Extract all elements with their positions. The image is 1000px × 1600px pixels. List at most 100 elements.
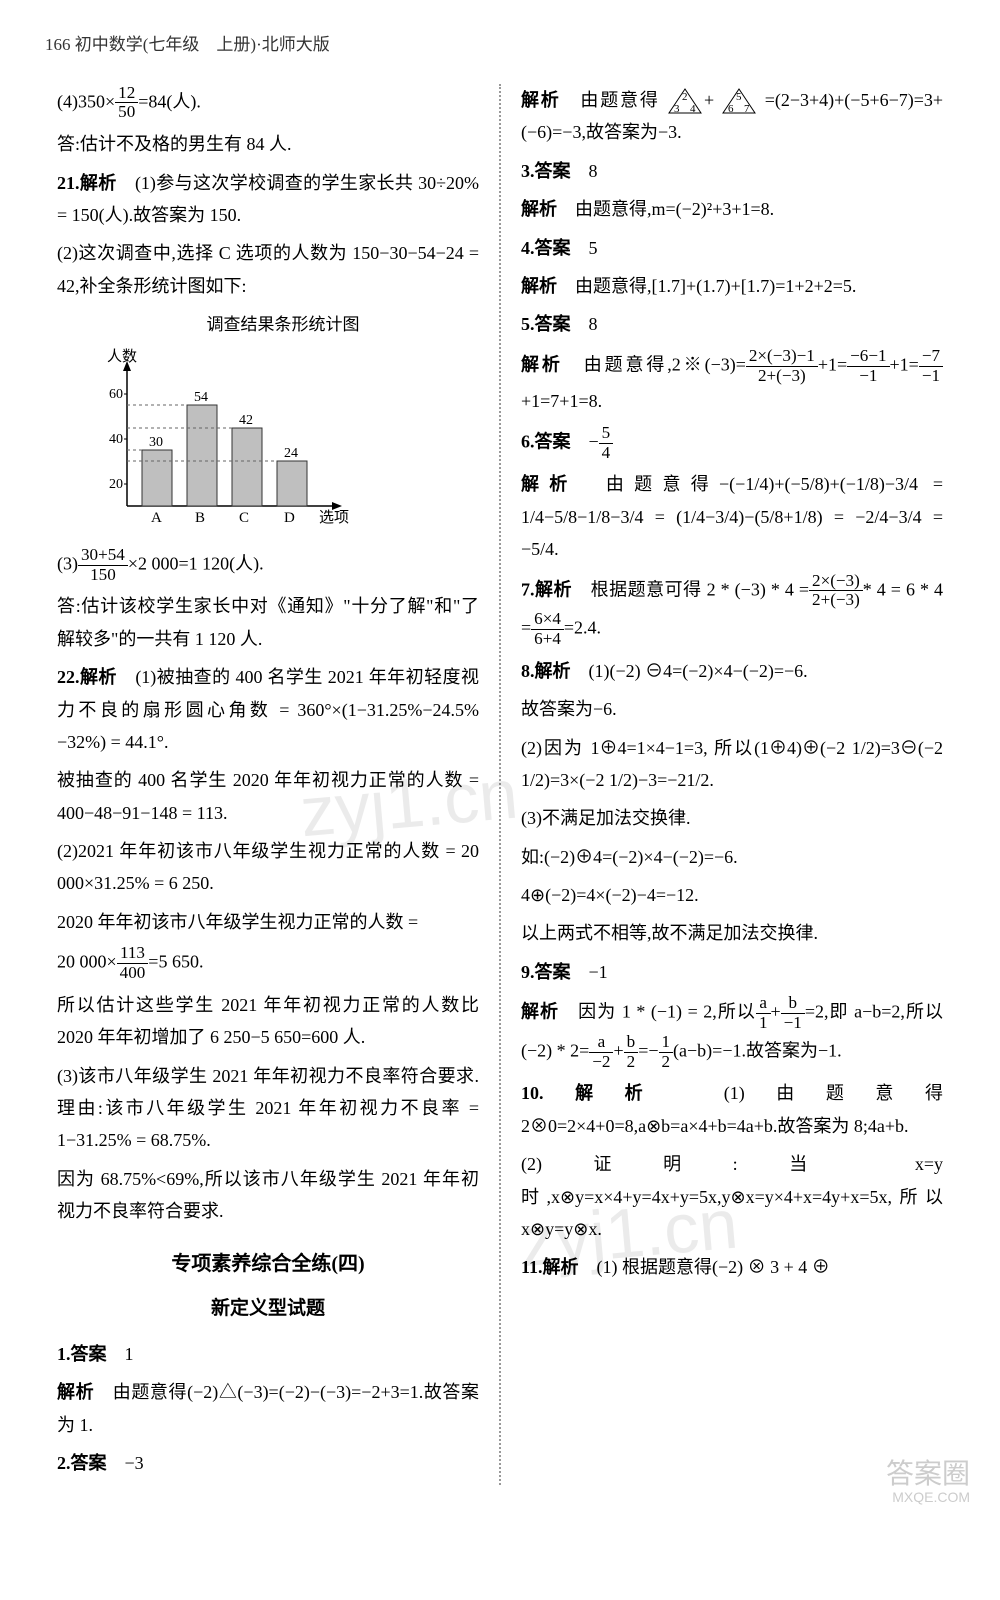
- text: =−: [638, 1040, 658, 1060]
- two-column-layout: (4)350×1250=84(人). 答:估计不及格的男生有 84 人. 21.…: [45, 84, 955, 1486]
- q8: 8.解析 (1)(−2) ⊖4=(−2)×4−(−2)=−6.: [521, 655, 943, 687]
- fraction: 2×(−3)2+(−3): [809, 572, 863, 611]
- q3: 3.答案 8: [521, 155, 943, 187]
- text: (1)被抽查的 400 名学生 2021 年年初轻度视力不良的扇形圆心角数 = …: [57, 667, 479, 752]
- line-eq: (4)350×1250=84(人).: [57, 84, 479, 123]
- text: −: [589, 431, 599, 451]
- label: 解析: [521, 199, 557, 219]
- footer-main: 答案圈: [886, 1458, 970, 1489]
- text: +1=: [818, 354, 847, 374]
- answer: 1: [125, 1344, 134, 1364]
- fraction: −7−1: [919, 347, 943, 386]
- label: 2.答案: [57, 1453, 107, 1473]
- label: 解析: [521, 474, 578, 494]
- label: 解析: [521, 276, 557, 296]
- footer-watermark: 答案圈 MXQE.COM: [886, 1459, 970, 1505]
- q11: 11.解析 (1) 根据题意得(−2) ⊗ 3 + 4 ⊕: [521, 1251, 943, 1283]
- answer: 5: [589, 238, 598, 258]
- fraction: 12: [659, 1033, 674, 1072]
- q22: 22.解析 (1)被抽查的 400 名学生 2021 年年初轻度视力不良的扇形圆…: [57, 661, 479, 758]
- fraction: 54: [599, 424, 614, 463]
- q10-2: (2)证明:当 x=y 时,x⊗y=x×4+y=4x+y=5x,y⊗x=y×4+…: [521, 1148, 943, 1245]
- text: 由题意得−(−1/4)+(−5/8)+(−1/8)−3/4 = 1/4−5/8−…: [521, 474, 943, 559]
- label: 解析: [521, 354, 563, 374]
- q8-3c: 4⊕(−2)=4×(−2)−4=−12.: [521, 879, 943, 911]
- fraction: −6−1−1: [847, 347, 889, 386]
- q1-exp: 解析 由题意得(−2)△(−3)=(−2)−(−3)=−2+3=1.故答案为 1…: [57, 1376, 479, 1441]
- text: (1)参与这次学校调查的学生家长共 30÷20% = 150(人).故答案为 1…: [57, 173, 479, 225]
- label: 8.解析: [521, 661, 571, 681]
- svg-text:40: 40: [109, 432, 123, 447]
- svg-text:6: 6: [728, 103, 734, 115]
- text: =5 650.: [148, 952, 203, 972]
- label: 1.答案: [57, 1344, 107, 1364]
- right-column: 解析 由题意得 2 3 4 + 5 6 7 =(2−3+4)+(−5+6−7)=…: [501, 84, 955, 1486]
- label: 4.答案: [521, 238, 571, 258]
- q8-3d: 以上两式不相等,故不满足加法交换律.: [521, 917, 943, 949]
- page-header: 166 初中数学(七年级 上册)·北师大版: [45, 30, 955, 69]
- svg-text:A: A: [151, 510, 162, 526]
- triangle-icon-2: 5 6 7: [720, 86, 758, 116]
- q3-exp: 解析 由题意得,m=(−2)²+3+1=8.: [521, 193, 943, 225]
- fraction: 2×(−3)−12+(−3): [746, 347, 818, 386]
- q8-3: (3)不满足加法交换律.: [521, 802, 943, 834]
- svg-text:54: 54: [194, 390, 208, 405]
- fraction: 30+54150: [78, 546, 128, 585]
- label: 22.解析: [57, 667, 117, 687]
- text: 根据题意可得 2 * (−3) * 4 =: [591, 579, 809, 599]
- text: +1=: [890, 354, 919, 374]
- q22-3: (3)该市八年级学生 2021 年年初视力不良率符合要求.理由:该市八年级学生 …: [57, 1060, 479, 1157]
- label: 10.解析: [521, 1083, 674, 1103]
- text: (1)(−2) ⊖4=(−2)×4−(−2)=−6.: [589, 661, 808, 681]
- svg-text:人数: 人数: [107, 348, 137, 365]
- label: 21.解析: [57, 173, 117, 193]
- fraction: a−2: [589, 1033, 613, 1072]
- fraction: b−1: [781, 994, 805, 1033]
- q4: 4.答案 5: [521, 232, 943, 264]
- q6-exp: 解析 由题意得−(−1/4)+(−5/8)+(−1/8)−3/4 = 1/4−5…: [521, 468, 943, 565]
- q6: 6.答案 −54: [521, 424, 943, 463]
- label: 解析: [521, 1002, 559, 1022]
- triangle-icon-1: 2 3 4: [666, 86, 704, 116]
- text: 由题意得,m=(−2)²+3+1=8.: [575, 199, 774, 219]
- q21-2: (2)这次调查中,选择 C 选项的人数为 150−30−54−24 = 42,补…: [57, 237, 479, 302]
- label: 9.答案: [521, 962, 571, 982]
- svg-text:D: D: [284, 510, 295, 526]
- sub-title: 新定义型试题: [57, 1292, 479, 1326]
- footer-sub: MXQE.COM: [886, 1490, 970, 1505]
- svg-text:24: 24: [284, 446, 298, 461]
- answer: −1: [589, 962, 608, 982]
- numerator: 12: [115, 84, 138, 104]
- text: 20 000×: [57, 952, 117, 972]
- q21: 21.解析 (1)参与这次学校调查的学生家长共 30÷20% = 150(人).…: [57, 167, 479, 232]
- q8-3b: 如:(−2)⊕4=(−2)×4−(−2)=−6.: [521, 841, 943, 873]
- svg-text:42: 42: [239, 413, 253, 428]
- q8-1b: 故答案为−6.: [521, 693, 943, 725]
- q22-2b: 2020 年年初该市八年级学生视力正常的人数 =: [57, 906, 479, 938]
- q8-2: (2)因为 1⊕4=1×4−1=3, 所以(1⊕4)⊕(−2 1/2)=3⊖(−…: [521, 732, 943, 797]
- fraction: 6×46+4: [531, 610, 564, 649]
- text: 因为 1 * (−1) = 2,所以: [578, 1002, 756, 1022]
- denominator: 50: [115, 103, 138, 122]
- left-column: (4)350×1250=84(人). 答:估计不及格的男生有 84 人. 21.…: [45, 84, 499, 1486]
- svg-text:7: 7: [744, 103, 750, 115]
- label: 解析: [57, 1382, 94, 1402]
- svg-text:20: 20: [109, 477, 123, 492]
- svg-text:2: 2: [682, 91, 688, 103]
- q21-3: (3)30+54150×2 000=1 120(人).: [57, 546, 479, 585]
- q5: 5.答案 8: [521, 308, 943, 340]
- q2: 2.答案 −3: [57, 1447, 479, 1479]
- text: (4)350×: [57, 91, 115, 111]
- text: =84(人).: [138, 91, 201, 111]
- bar-chart: 调查结果条形统计图 人数 60 40 20 30 A: [87, 310, 479, 536]
- answer: 8: [589, 314, 598, 334]
- q9-exp: 解析 因为 1 * (−1) = 2,所以a1+b−1=2,即 a−b=2,所以…: [521, 994, 943, 1071]
- svg-text:选项: 选项: [319, 509, 349, 526]
- svg-text:5: 5: [736, 91, 742, 103]
- r1: 解析 由题意得 2 3 4 + 5 6 7 =(2−3+4)+(−5+6−7)=…: [521, 84, 943, 149]
- label: 11.解析: [521, 1257, 579, 1277]
- q4-exp: 解析 由题意得,[1.7]+(1.7)+[1.7)=1+2+2=5.: [521, 270, 943, 302]
- q5-exp: 解析 由题意得,2※(−3)=2×(−3)−12+(−3)+1=−6−1−1+1…: [521, 347, 943, 418]
- text: (3): [57, 553, 78, 573]
- label: 7.解析: [521, 579, 572, 599]
